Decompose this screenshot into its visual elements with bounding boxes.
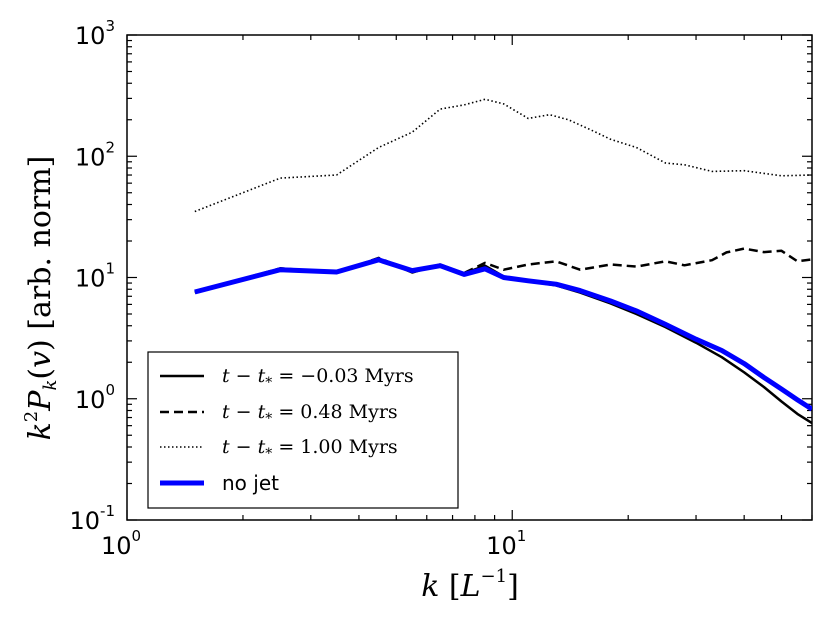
series-group bbox=[194, 98, 812, 425]
y-tick-label: 103 bbox=[75, 17, 115, 50]
y-tick-label: 100 bbox=[75, 381, 115, 414]
y-tick-label: 101 bbox=[75, 260, 115, 293]
legend-label-1: t − t* = 0.48 Myrs bbox=[222, 401, 398, 427]
x-tick-label: 101 bbox=[486, 527, 526, 560]
legend-label-3: no jet bbox=[222, 471, 279, 495]
series-line-2 bbox=[194, 98, 812, 213]
legend: t − t* = −0.03 Myrs t − t* = 0.48 Myrs t −… bbox=[147, 351, 459, 509]
legend-label-2: t − t* = 1.00 Myrs bbox=[222, 436, 398, 462]
y-tick-label: 102 bbox=[75, 138, 115, 171]
y-tick-label: 10-1 bbox=[69, 502, 115, 535]
series-line-3 bbox=[194, 257, 812, 412]
tick-group bbox=[126, 34, 813, 521]
y-axis-label: k2Pk(v) [arb. norm] bbox=[21, 156, 61, 441]
x-axis-label: k [L−1] bbox=[421, 566, 519, 604]
x-tick-label: 100 bbox=[101, 527, 141, 560]
legend-label-0: t − t* = −0.03 Myrs bbox=[222, 365, 414, 391]
